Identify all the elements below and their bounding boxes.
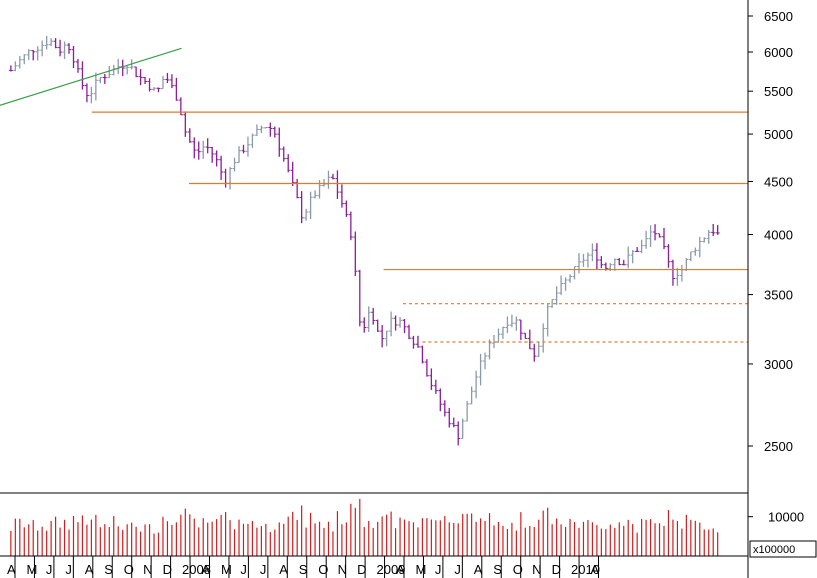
volume-unit-box — [749, 540, 817, 558]
y-axis-ticks: 2500 3000 3500 4000 4500 5000 5500 6000 6500 — [748, 9, 793, 454]
x-tick-label: A — [279, 562, 288, 577]
x-tick-label: A — [591, 562, 600, 577]
x-tick-label: S — [299, 562, 308, 577]
volume-tick-label: 10000 — [768, 510, 804, 525]
x-tick-label: M — [26, 562, 37, 577]
x-tick-label: O — [318, 562, 328, 577]
x-tick-label: A — [396, 562, 405, 577]
y-tick-label: 4000 — [764, 227, 793, 242]
x-tick-label: J — [65, 562, 72, 577]
y-tick-label: 6000 — [764, 45, 793, 60]
x-tick-label: D — [552, 562, 561, 577]
volume-axis: 10000 x100000 — [748, 510, 817, 558]
y-tick-label: 5000 — [764, 127, 793, 142]
axes — [0, 0, 749, 578]
y-tick-label: 2500 — [764, 439, 793, 454]
x-tick-label: A — [474, 562, 483, 577]
x-tick-label: A — [202, 562, 211, 577]
x-tick-label: S — [493, 562, 502, 577]
price-bars — [8, 35, 720, 446]
volume-unit-label: x100000 — [753, 544, 795, 556]
x-tick-label: D — [357, 562, 366, 577]
y-tick-label: 3500 — [764, 288, 793, 303]
y-tick-label: 6500 — [764, 9, 793, 24]
x-tick-label: J — [454, 562, 461, 577]
y-tick-label: 5500 — [764, 84, 793, 99]
support-lines — [91, 111, 748, 343]
x-tick-label: M — [415, 562, 426, 577]
x-tick-label: N — [143, 562, 152, 577]
x-tick-label: 2008 — [182, 562, 211, 577]
x-tick-label: J — [260, 562, 267, 577]
y-tick-label: 4500 — [764, 174, 793, 189]
trendline-layer — [0, 47, 182, 106]
x-tick-label: A — [7, 562, 16, 577]
trendline — [0, 47, 182, 106]
x-tick-label: O — [124, 562, 134, 577]
x-tick-label: N — [532, 562, 541, 577]
x-tick-label: J — [240, 562, 247, 577]
x-tick-label: D — [163, 562, 172, 577]
x-tick-label: 2010 — [571, 562, 600, 577]
x-tick-label: J — [435, 562, 442, 577]
x-tick-label: J — [46, 562, 53, 577]
x-tick-label: O — [513, 562, 523, 577]
x-tick-label: A — [85, 562, 94, 577]
volume-bars — [10, 498, 719, 556]
y-tick-label: 3000 — [764, 357, 793, 372]
x-tick-label: 2009 — [377, 562, 406, 577]
x-tick-label: N — [338, 562, 347, 577]
x-tick-label: S — [104, 562, 113, 577]
x-tick-label: M — [221, 562, 232, 577]
